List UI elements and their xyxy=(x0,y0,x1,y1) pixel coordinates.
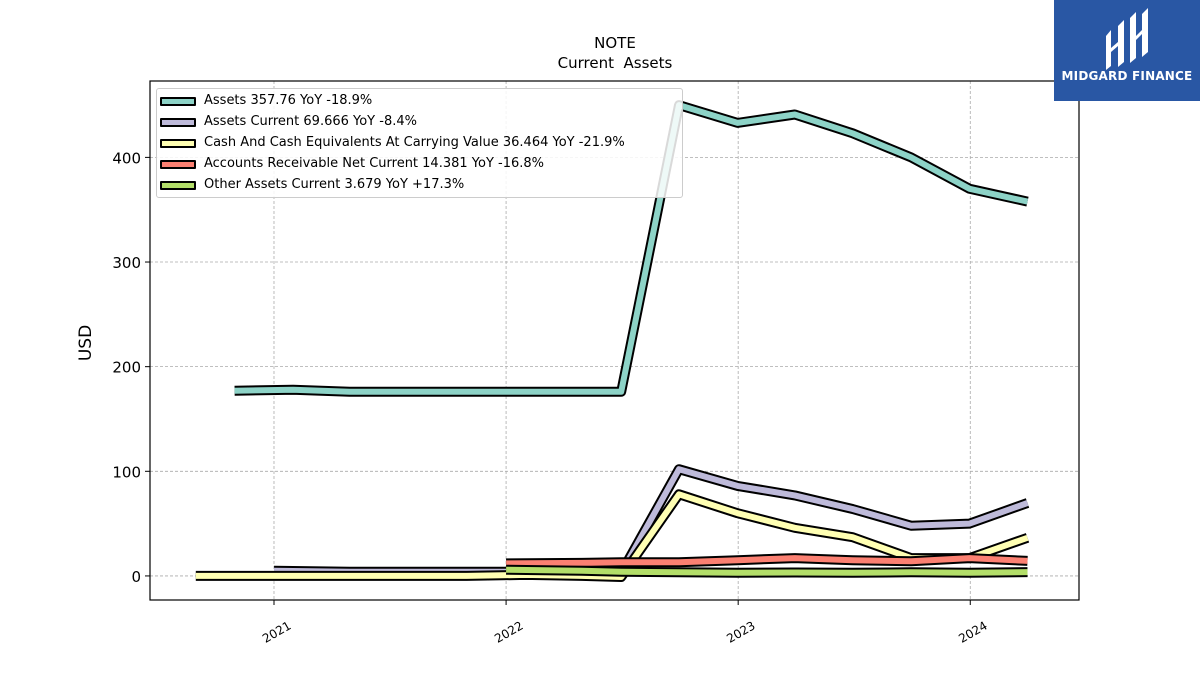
series-line xyxy=(506,566,1028,576)
chart-title: NOTE xyxy=(594,34,636,52)
x-tick-label: 2023 xyxy=(724,618,757,645)
chart-subtitle: Current Assets xyxy=(558,54,673,72)
x-tick-label: 2021 xyxy=(260,618,293,645)
legend-swatch-assets-current xyxy=(160,118,196,127)
y-tick-label: 300 xyxy=(112,254,141,272)
legend-swatch-other-assets xyxy=(160,181,196,190)
series-line xyxy=(506,555,1028,567)
series-4 xyxy=(506,564,1028,578)
brand-logo: MIDGARD FINANCE xyxy=(1054,0,1200,101)
x-tick-label: 2022 xyxy=(492,618,525,645)
y-axis-label: USD xyxy=(76,325,96,361)
series-lines xyxy=(195,100,1030,582)
series-line xyxy=(195,491,1029,580)
legend-label-assets-current: Assets Current 69.666 YoY -8.4% xyxy=(204,114,417,129)
legend-item-assets: Assets 357.76 YoY -18.9% xyxy=(157,91,682,112)
series-2 xyxy=(195,489,1030,582)
legend-item-receivables: Accounts Receivable Net Current 14.381 Y… xyxy=(157,154,682,175)
y-tick-label: 0 xyxy=(131,568,141,586)
y-tick-label: 100 xyxy=(112,463,141,481)
legend-label-receivables: Accounts Receivable Net Current 14.381 Y… xyxy=(204,156,545,171)
mf-monogram-logo-icon xyxy=(1106,8,1148,70)
series-line xyxy=(234,102,1029,395)
legend-swatch-cash xyxy=(160,139,196,148)
legend-item-assets-current: Assets Current 69.666 YoY -8.4% xyxy=(157,112,682,133)
series-3 xyxy=(506,553,1028,569)
series-0 xyxy=(234,100,1029,397)
y-tick-label: 200 xyxy=(112,359,141,377)
legend-item-other-assets: Other Assets Current 3.679 YoY +17.3% xyxy=(157,175,682,196)
x-tick-label: 2024 xyxy=(956,618,989,645)
y-tick-label: 400 xyxy=(112,149,141,167)
legend-swatch-receivables xyxy=(160,160,196,169)
legend-item-cash: Cash And Cash Equivalents At Carrying Va… xyxy=(157,133,682,154)
legend-label-cash: Cash And Cash Equivalents At Carrying Va… xyxy=(204,135,625,150)
legend-label-assets: Assets 357.76 YoY -18.9% xyxy=(204,93,373,108)
chart-legend: Assets 357.76 YoY -18.9% Assets Current … xyxy=(156,88,683,198)
plot-frame xyxy=(149,80,1080,601)
brand-name: MIDGARD FINANCE xyxy=(1061,69,1193,83)
legend-swatch-assets xyxy=(160,97,196,106)
legend-label-other-assets: Other Assets Current 3.679 YoY +17.3% xyxy=(204,177,465,192)
